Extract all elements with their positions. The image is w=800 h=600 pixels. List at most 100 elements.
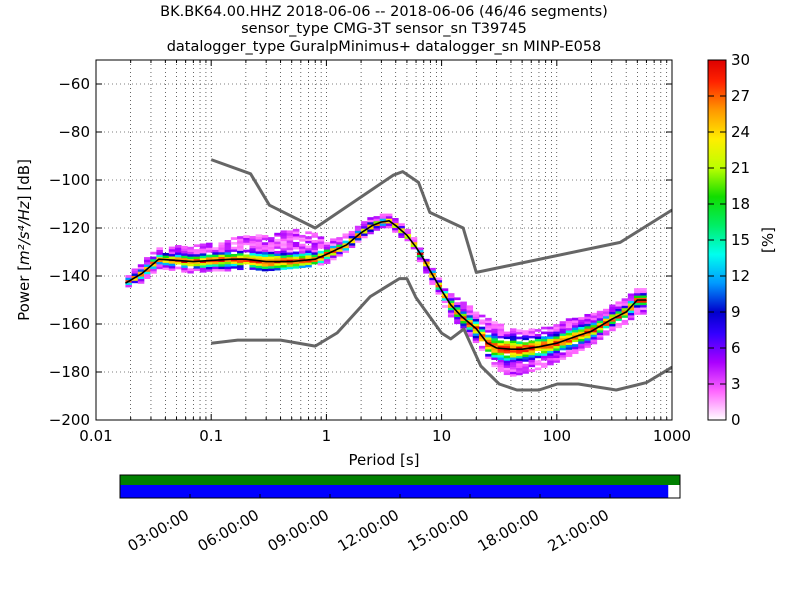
psd-heatmap-cell — [447, 293, 455, 296]
psd-heatmap-cell — [522, 337, 529, 341]
psd-heatmap-cell — [286, 256, 294, 260]
low-noise-model — [211, 277, 672, 392]
psd-heatmap-cell — [243, 261, 250, 265]
psd-heatmap-cell — [416, 247, 424, 251]
psd-heatmap-cell — [522, 332, 529, 336]
psd-heatmap-cell — [249, 264, 256, 268]
psd-heatmap-cell — [547, 355, 554, 359]
psd-heatmap-cell — [336, 241, 343, 245]
psd-heatmap-cell — [212, 264, 219, 267]
psd-heatmap-cell — [578, 319, 585, 323]
psd-heatmap-cell — [255, 236, 263, 240]
psd-heatmap-cell — [423, 270, 430, 274]
psd-heatmap-cell — [559, 335, 567, 339]
psd-heatmap-cell — [497, 335, 505, 339]
psd-heatmap-cell — [509, 369, 517, 372]
psd-heatmap-cell — [547, 353, 554, 356]
psd-heatmap-cell — [553, 338, 560, 342]
psd-heatmap-cell — [168, 265, 176, 269]
psd-heatmap-cell — [261, 235, 269, 238]
psd-heatmap-cell — [249, 257, 256, 261]
psd-heatmap-cell — [218, 261, 225, 265]
psd-heatmap-cell — [261, 268, 269, 272]
psd-heatmap-cell — [144, 273, 151, 277]
psd-heatmap-cell — [317, 260, 325, 264]
psd-heatmap-cell — [280, 255, 287, 258]
psd-heatmap-cell — [485, 329, 492, 333]
psd-heatmap-cell — [553, 336, 560, 339]
psd-heatmap-cell — [342, 235, 350, 239]
psd-heatmap-cell — [218, 252, 225, 255]
psd-heatmap-cell — [454, 319, 461, 322]
psd-heatmap-cell — [175, 245, 182, 248]
psd-heatmap-cell — [292, 261, 300, 264]
psd-heatmap-cell — [565, 342, 573, 345]
psd-heatmap-cell — [590, 324, 598, 328]
psd-heatmap-cell — [447, 314, 455, 318]
psd-heatmap-cell — [385, 220, 393, 224]
psd-heatmap-cell — [398, 223, 405, 226]
x-axis: 0.01 0.1 1 10 100 1000 — [79, 60, 691, 445]
psd-heatmap-cell — [268, 237, 275, 240]
psd-heatmap-cell — [441, 305, 449, 308]
psd-heatmap-cell — [572, 322, 579, 326]
psd-heatmap-cell — [559, 357, 567, 360]
psd-heatmap-cell — [478, 326, 486, 330]
psd-heatmap-cell — [609, 309, 616, 313]
psd-heatmap-cell — [491, 352, 498, 356]
psd-heatmap-cell — [212, 268, 219, 272]
psd-heatmap-cell — [553, 348, 560, 351]
psd-heatmap-cell — [255, 267, 263, 271]
psd-heatmap-cell — [547, 326, 554, 330]
psd-heatmap-cell — [454, 309, 461, 313]
psd-heatmap-cell — [224, 249, 232, 253]
psd-heatmap-cell — [354, 228, 362, 231]
psd-heatmap-cell — [553, 328, 560, 332]
psd-heatmap-cell — [168, 263, 176, 267]
psd-heatmap-cell — [627, 310, 635, 313]
psd-heatmap-cell — [292, 253, 300, 257]
psd-heatmap-cell — [540, 353, 548, 356]
psd-heatmap-cell — [547, 357, 554, 361]
psd-heatmap-cell — [534, 348, 542, 352]
psd-heatmap-cell — [162, 267, 170, 271]
psd-heatmap-cell — [553, 333, 560, 337]
psd-heatmap-cell — [212, 254, 219, 258]
psd-heatmap-cell — [218, 254, 225, 258]
psd-heatmap-cell — [354, 237, 362, 241]
psd-heatmap-cell — [218, 244, 225, 248]
psd-heatmap-cell — [429, 267, 436, 271]
psd-heatmap-cell — [640, 309, 647, 313]
colorbar-tick-label: 3 — [731, 375, 741, 393]
psd-heatmap-cell — [534, 336, 542, 340]
psd-heatmap-cell — [144, 271, 151, 275]
psd-heatmap-cell — [336, 244, 343, 248]
psd-heatmap-cell — [478, 329, 486, 332]
psd-heatmap-cell — [218, 266, 225, 270]
psd-heatmap-cell — [305, 264, 312, 268]
psd-heatmap-cell — [274, 238, 281, 242]
psd-heatmap-cell — [218, 242, 225, 246]
psd-heatmap-cell — [497, 364, 505, 368]
colorbar-tick-label: 18 — [731, 195, 750, 213]
psd-heatmap-cell — [578, 321, 585, 325]
psd-heatmap-cell — [540, 357, 548, 361]
psd-heatmap-cell — [230, 258, 238, 262]
psd-heatmap-cell — [603, 316, 610, 319]
psd-heatmap-cell — [150, 266, 157, 269]
psd-heatmap-cell — [528, 330, 536, 334]
psd-heatmap-cell — [559, 321, 567, 324]
psd-heatmap-cell — [466, 312, 474, 316]
psd-heatmap-cell — [230, 249, 238, 252]
psd-heatmap-cell — [317, 258, 325, 261]
psd-heatmap-cell — [509, 335, 517, 339]
psd-heatmap-cell — [181, 250, 188, 254]
psd-heatmap-cell — [305, 231, 312, 235]
psd-heatmap-cell — [342, 240, 350, 244]
psd-heatmap-cell — [615, 313, 622, 317]
psd-heatmap-cell — [255, 255, 263, 259]
psd-heatmap-cell — [131, 270, 139, 274]
psd-heatmap-cell — [547, 331, 554, 335]
psd-heatmap-cell — [268, 263, 275, 267]
psd-heatmap-cell — [175, 247, 182, 251]
